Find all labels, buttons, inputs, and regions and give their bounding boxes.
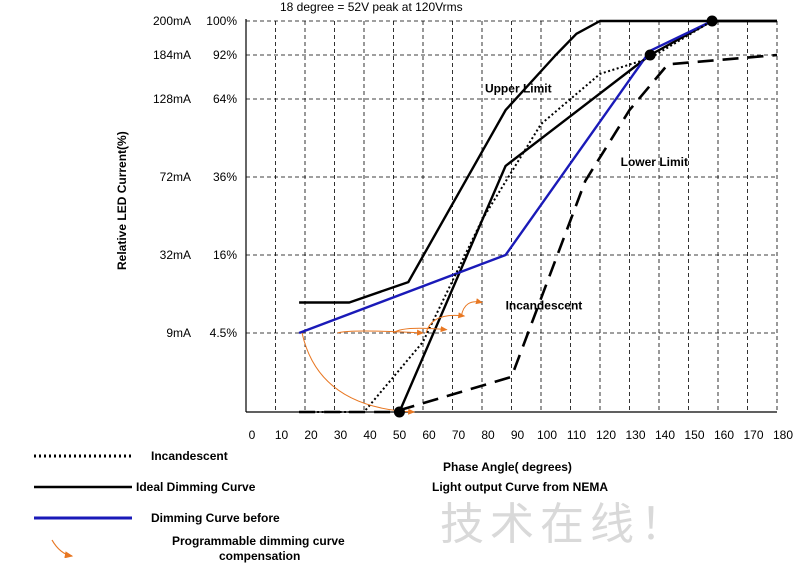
- x-tick-label: 90: [511, 428, 525, 442]
- annotation-upper-limit: Upper Limit: [485, 82, 552, 96]
- annotation-incandescent: Incandescent: [506, 298, 583, 312]
- compensation-arrow: [301, 332, 416, 415]
- x-tick-label: 170: [743, 428, 763, 442]
- curve-point-marker: [393, 406, 405, 418]
- series-layer: [298, 19, 778, 414]
- legend-incandescent-label: Incandescent: [151, 449, 228, 463]
- legend-before-label: Dimming Curve before: [151, 511, 280, 525]
- series-ideal-dimming-curve: [398, 19, 777, 413]
- y-tick-label-ma: 184mA: [153, 48, 191, 62]
- compensation-arrow: [460, 298, 483, 317]
- x-tick-label: 150: [684, 428, 704, 442]
- x-tick-label: 80: [481, 428, 495, 442]
- legend-programmable-label-1: Programmable dimming curve: [172, 534, 345, 548]
- grid: [246, 20, 778, 412]
- compensation-arrow: [337, 329, 424, 336]
- labels: 200mA 100% 184mA 92% 128mA 64% 72mA 36% 32mA 16% 9…: [153, 14, 793, 442]
- legend-ideal-label: Ideal Dimming Curve: [136, 480, 256, 494]
- legend-programmable-label-2: compensation: [219, 549, 301, 563]
- x-tick-label: 140: [655, 428, 675, 442]
- series-upper-limit: [299, 19, 777, 304]
- y-tick-label-ma: 200mA: [153, 14, 191, 28]
- compensation-arrows: [301, 298, 483, 415]
- y-tick-label-ma: 72mA: [160, 170, 191, 184]
- y-tick-label-pct: 4.5%: [210, 326, 238, 340]
- legend-swatches: [34, 454, 132, 558]
- watermark: 技术在线！: [440, 499, 690, 550]
- y-tick-label-ma: 32mA: [160, 248, 191, 262]
- x-tick-label: 40: [363, 428, 377, 442]
- curve-point-marker: [706, 15, 718, 27]
- x-tick-label: 110: [567, 428, 586, 442]
- y-tick-label-ma: 128mA: [153, 92, 191, 106]
- y-tick-label-pct: 36%: [213, 170, 237, 184]
- y-axis-label: Relative LED Current(%): [115, 131, 129, 270]
- curve-point-marker: [644, 49, 656, 61]
- x-axis-label-secondary: Light output Curve from NEMA: [432, 480, 608, 494]
- x-tick-label: 180: [773, 428, 793, 442]
- y-tick-label-pct: 64%: [213, 92, 237, 106]
- annotation-lower-limit: Lower Limit: [621, 155, 688, 169]
- x-tick-label: 20: [304, 428, 318, 442]
- markers: [393, 15, 718, 418]
- x-tick-label: 50: [393, 428, 407, 442]
- legend-arrow-swatch: [51, 539, 74, 558]
- x-tick-label: 160: [714, 428, 734, 442]
- x-tick-label: 130: [625, 428, 645, 442]
- y-tick-label-pct: 16%: [213, 248, 237, 262]
- y-tick-label-pct: 92%: [213, 48, 237, 62]
- x-tick-label: 120: [596, 428, 616, 442]
- x-axis-label: Phase Angle( degrees): [443, 460, 572, 474]
- x-tick-label: 70: [452, 428, 466, 442]
- x-tick-label: 60: [422, 428, 436, 442]
- series-lower-limit: [299, 53, 778, 414]
- x-tick-label: 0: [249, 428, 256, 442]
- series-incandescent: [299, 20, 713, 413]
- compensation-arrow: [425, 312, 466, 334]
- x-tick-label: 30: [334, 428, 348, 442]
- y-tick-label-ma: 9mA: [166, 326, 191, 340]
- compensation-arrow: [393, 326, 448, 334]
- chart-note: 18 degree = 52V peak at 120Vrms: [280, 0, 463, 14]
- x-tick-label: 10: [275, 428, 289, 442]
- series-dimming-curve-before: [298, 19, 713, 335]
- x-tick-label: 100: [537, 428, 557, 442]
- y-tick-label-pct: 100%: [206, 14, 237, 28]
